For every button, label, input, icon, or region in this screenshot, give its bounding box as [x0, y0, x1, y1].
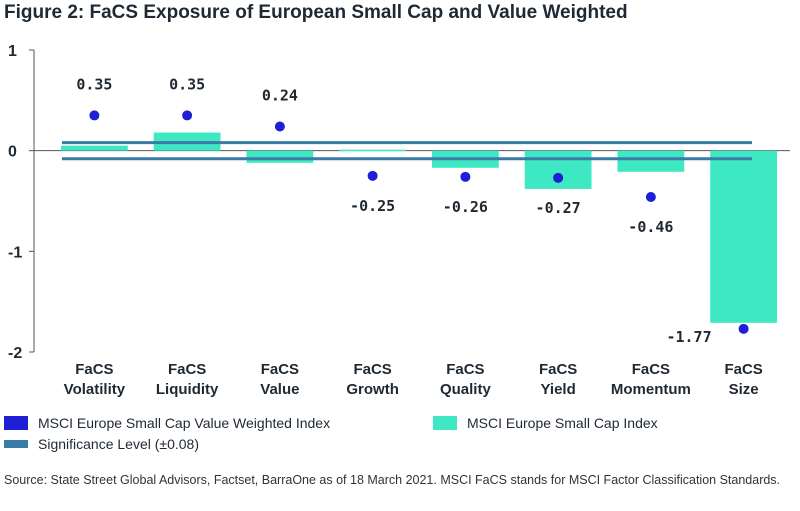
x-tick-label-2: FaCS Value: [260, 361, 299, 398]
data-label-0: 0.35: [76, 75, 112, 93]
x-tick-label-3: FaCS Growth: [346, 361, 399, 398]
dot-value-weighted-6: [645, 191, 656, 202]
data-label-2: 0.24: [262, 87, 298, 105]
legend-swatch-small-cap: [433, 416, 457, 430]
dot-value-weighted-1: [182, 110, 193, 121]
legend-label-small-cap: MSCI Europe Small Cap Index: [467, 415, 658, 431]
x-tick-label-1: FaCS Liquidity: [156, 361, 219, 398]
dot-value-weighted-2: [274, 121, 285, 132]
legend-item-significance: Significance Level (±0.08): [4, 436, 199, 452]
legend-label-significance: Significance Level (±0.08): [38, 436, 199, 452]
bar-small-cap-6: [617, 150, 685, 172]
y-tick-label: -1: [8, 244, 22, 261]
bar-small-cap-0: [60, 145, 128, 151]
data-label-1: 0.35: [169, 75, 205, 93]
bar-small-cap-2: [246, 150, 314, 163]
bar-small-cap-3: [339, 149, 407, 152]
x-tick-label-5: FaCS Yield: [539, 361, 577, 398]
legend-label-value-weighted: MSCI Europe Small Cap Value Weighted Ind…: [38, 415, 331, 431]
x-tick-label-6: FaCS Momentum: [611, 361, 691, 398]
legend-swatch-value-weighted: [4, 416, 28, 430]
dot-value-weighted-7: [738, 323, 749, 334]
data-label-6: -0.46: [628, 218, 673, 236]
data-label-7: -1.77: [666, 328, 711, 346]
y-tick-label: 0: [8, 144, 17, 161]
legend-item-small-cap: MSCI Europe Small Cap Index: [433, 415, 658, 431]
legend-item-value-weighted: MSCI Europe Small Cap Value Weighted Ind…: [4, 415, 330, 431]
source-note: Source: State Street Global Advisors, Fa…: [4, 473, 781, 487]
bar-small-cap-7: [710, 150, 778, 323]
dot-value-weighted-3: [367, 170, 378, 181]
x-tick-label-4: FaCS Quality: [440, 361, 492, 398]
legend-swatch-significance: [4, 440, 28, 448]
dot-value-weighted-5: [553, 172, 564, 183]
x-tick-label-7: FaCS Size: [724, 361, 762, 398]
y-tick-label: 1: [8, 43, 17, 60]
chart-title: Figure 2: FaCS Exposure of European Smal…: [4, 2, 628, 23]
dot-value-weighted-0: [89, 110, 100, 121]
chart-plot: 1 0 -1 -2 0.35 0.35 0.24 -0.25 -0.26 -0.27 -0.46 -…: [8, 43, 790, 398]
bar-small-cap-5: [524, 150, 592, 189]
x-tick-label-0: FaCS Volatility: [64, 361, 126, 398]
data-label-3: -0.25: [350, 197, 395, 215]
data-label-4: -0.26: [443, 198, 488, 216]
data-label-5: -0.27: [536, 199, 581, 217]
dot-value-weighted-4: [460, 171, 471, 182]
y-tick-label: -2: [8, 345, 22, 362]
